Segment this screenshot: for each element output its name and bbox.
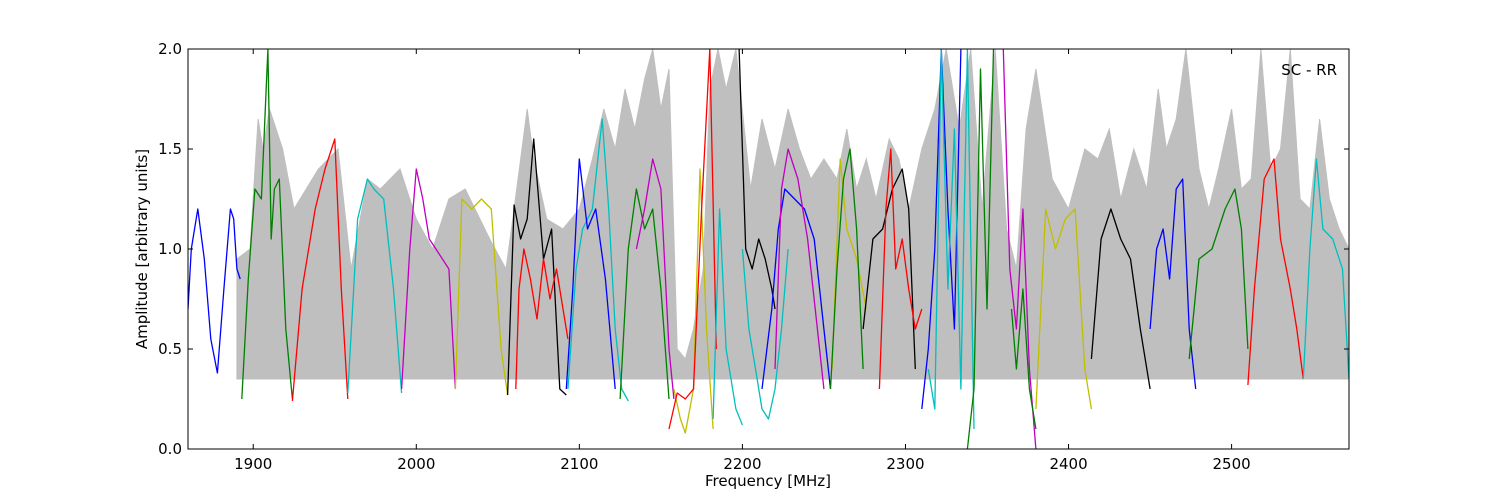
chart-annotation: SC - RR bbox=[1281, 61, 1337, 79]
series-line-31 bbox=[1149, 178, 1197, 390]
y-tick-label: 2.0 bbox=[158, 40, 182, 58]
series-line-12 bbox=[635, 158, 675, 400]
x-tick-label: 2500 bbox=[1213, 455, 1251, 473]
axis-ticks: 1900 2000 2100 2200 2300 2400 2500 0.0 0.5 1.0 1.5… bbox=[158, 40, 1349, 473]
series-line-11 bbox=[619, 188, 670, 400]
x-tick-label: 1900 bbox=[234, 455, 272, 473]
series-line-8 bbox=[515, 248, 569, 390]
series-line-21 bbox=[829, 148, 864, 390]
series-line-26 bbox=[966, 49, 995, 449]
x-tick-label: 2200 bbox=[723, 455, 761, 473]
series-line-23 bbox=[878, 148, 923, 390]
series-line-28 bbox=[1010, 288, 1037, 430]
series-line-32 bbox=[1188, 188, 1249, 360]
series-line-20 bbox=[831, 158, 867, 370]
series-line-3 bbox=[291, 138, 349, 402]
series-line-15 bbox=[712, 208, 744, 426]
series-layer bbox=[188, 49, 1349, 449]
y-tick-label: 0.0 bbox=[158, 440, 182, 458]
x-axis-label: Frequency [MHz] bbox=[705, 472, 831, 490]
series-line-24 bbox=[921, 49, 962, 410]
series-line-6 bbox=[454, 198, 509, 396]
envelope-series bbox=[236, 49, 1349, 380]
y-tick-label: 1.0 bbox=[158, 240, 182, 258]
series-line-14 bbox=[668, 49, 717, 430]
y-axis-label: Amplitude [arbitrary units] bbox=[133, 149, 151, 349]
series-line-1 bbox=[188, 208, 241, 374]
series-line-19 bbox=[774, 148, 825, 390]
x-tick-label: 2400 bbox=[1049, 455, 1087, 473]
series-line-30 bbox=[1090, 208, 1151, 390]
series-line-4 bbox=[347, 178, 403, 394]
series-line-9 bbox=[567, 118, 629, 402]
series-line-18 bbox=[761, 188, 832, 390]
x-tick-label: 2300 bbox=[886, 455, 924, 473]
x-tick-label: 2000 bbox=[397, 455, 435, 473]
series-line-29 bbox=[1035, 208, 1093, 410]
series-line-27 bbox=[1002, 49, 1037, 449]
series-line-25 bbox=[927, 49, 975, 430]
series-line-7 bbox=[506, 138, 567, 396]
series-line-10 bbox=[565, 158, 616, 390]
envelope-band bbox=[236, 49, 1349, 380]
x-tick-label: 2100 bbox=[560, 455, 598, 473]
series-line-5 bbox=[400, 168, 457, 390]
series-line-33 bbox=[1247, 158, 1304, 386]
y-tick-label: 1.5 bbox=[158, 140, 182, 158]
series-line-16 bbox=[738, 49, 776, 310]
y-tick-label: 0.5 bbox=[158, 340, 182, 358]
series-line-17 bbox=[741, 248, 789, 420]
series-line-2 bbox=[241, 49, 294, 400]
series-line-34 bbox=[1302, 158, 1349, 380]
